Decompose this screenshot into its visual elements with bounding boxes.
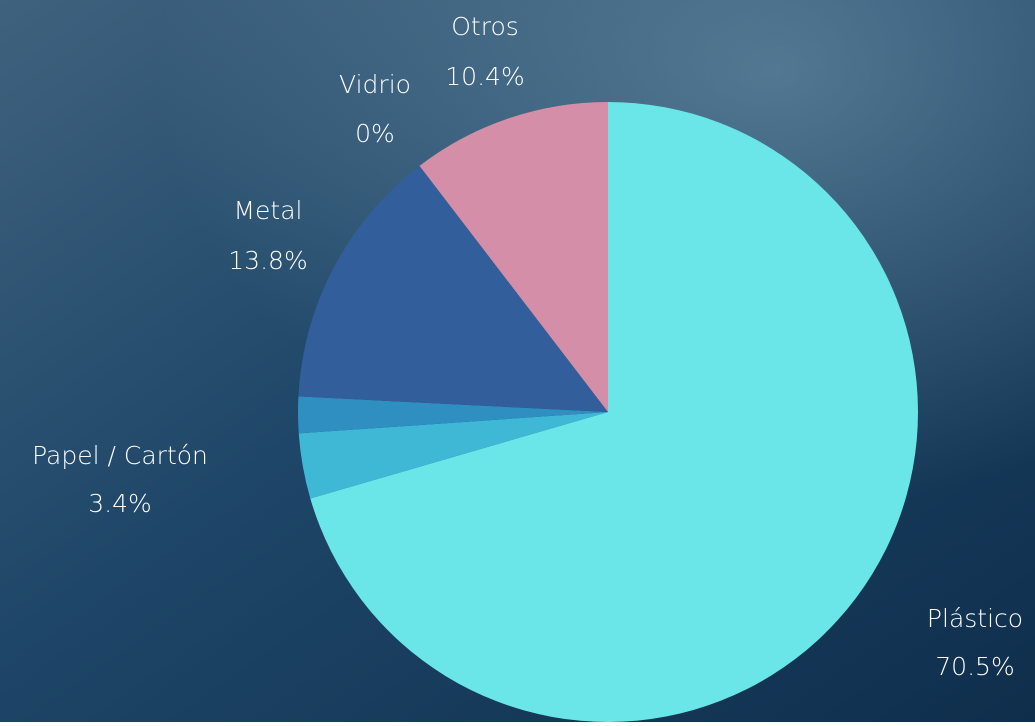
slice-label: Metal <box>233 196 302 225</box>
value-label: 70.5% <box>935 652 1014 681</box>
value-label: 0% <box>355 119 395 148</box>
pie-slice <box>298 396 608 434</box>
pie-slice <box>298 412 608 499</box>
slice-label: Plástico <box>927 604 1023 633</box>
slice-label: Otros <box>451 12 519 41</box>
pie-slice <box>419 102 608 412</box>
pie-slice <box>298 165 608 412</box>
slice-label: Vidrio <box>339 70 411 99</box>
slice-label: Papel / Cartón <box>32 441 208 470</box>
pie-slice <box>310 102 918 722</box>
value-label: 3.4% <box>88 489 152 518</box>
value-label: 13.8% <box>228 246 307 275</box>
value-label: 10.4% <box>445 62 524 91</box>
